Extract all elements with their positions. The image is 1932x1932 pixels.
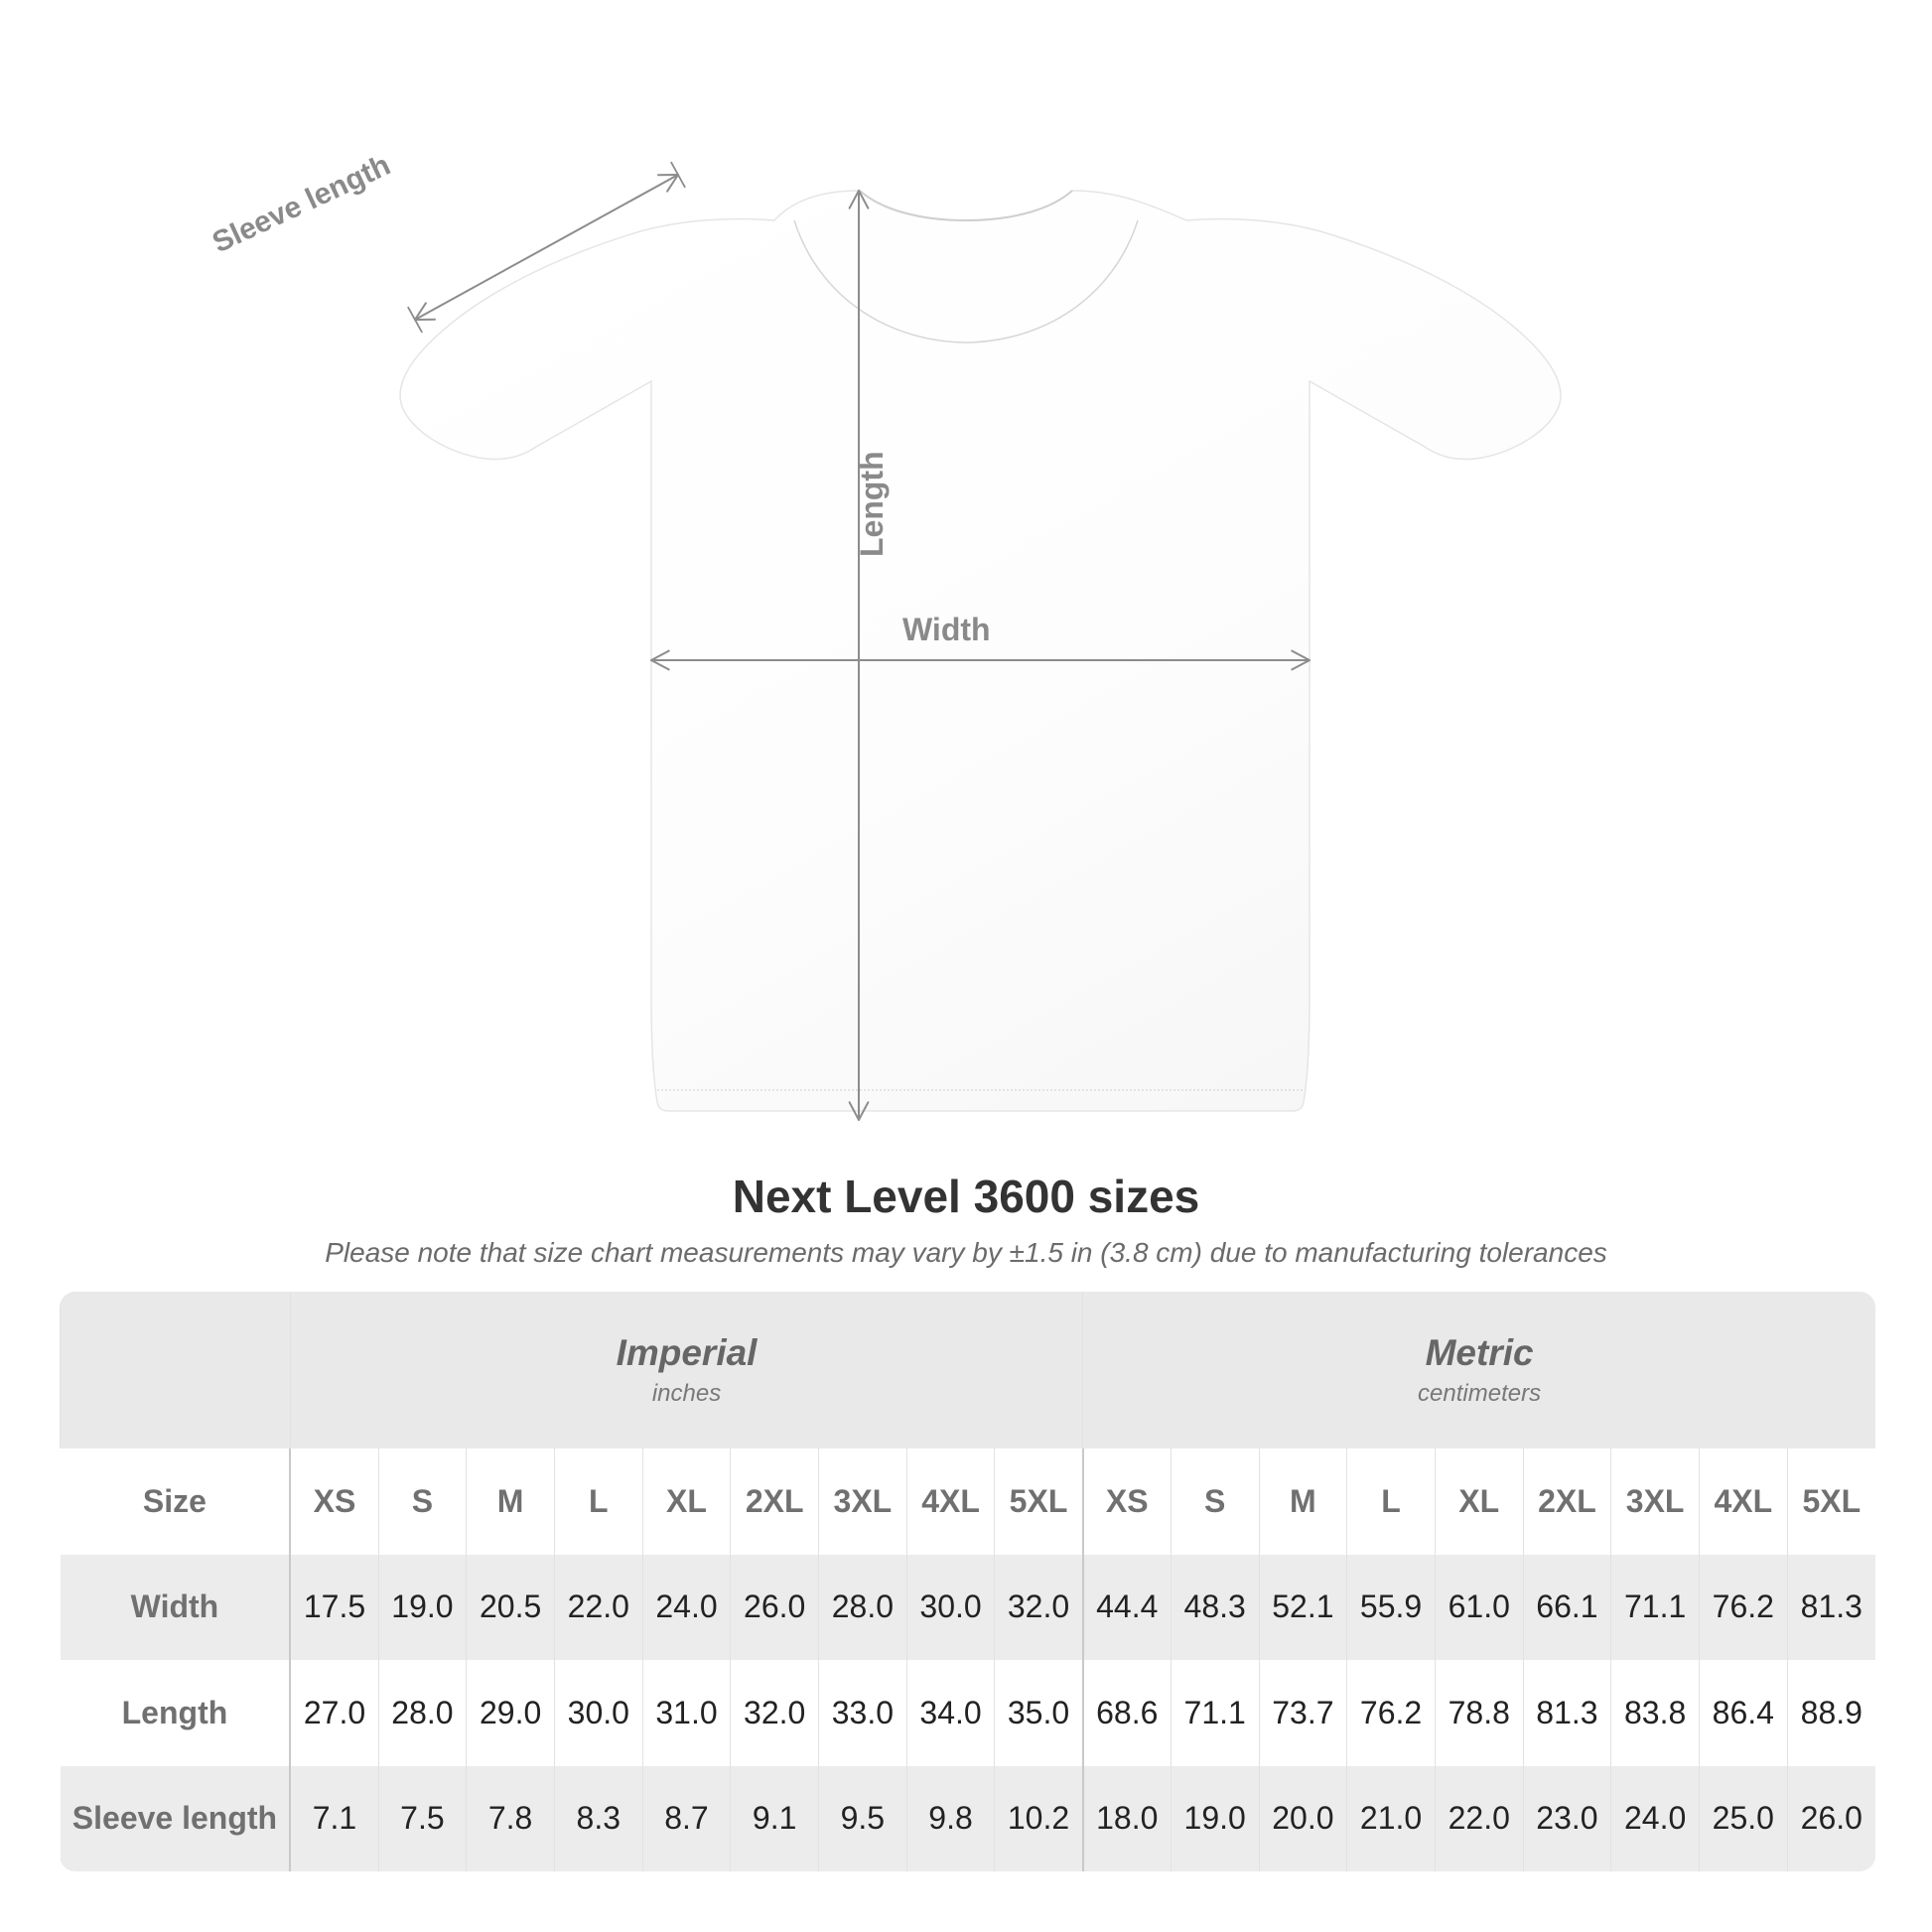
svg-text:Length: Length: [854, 451, 890, 557]
svg-text:Width: Width: [902, 612, 991, 647]
svg-text:Sleeve length: Sleeve length: [207, 149, 395, 260]
